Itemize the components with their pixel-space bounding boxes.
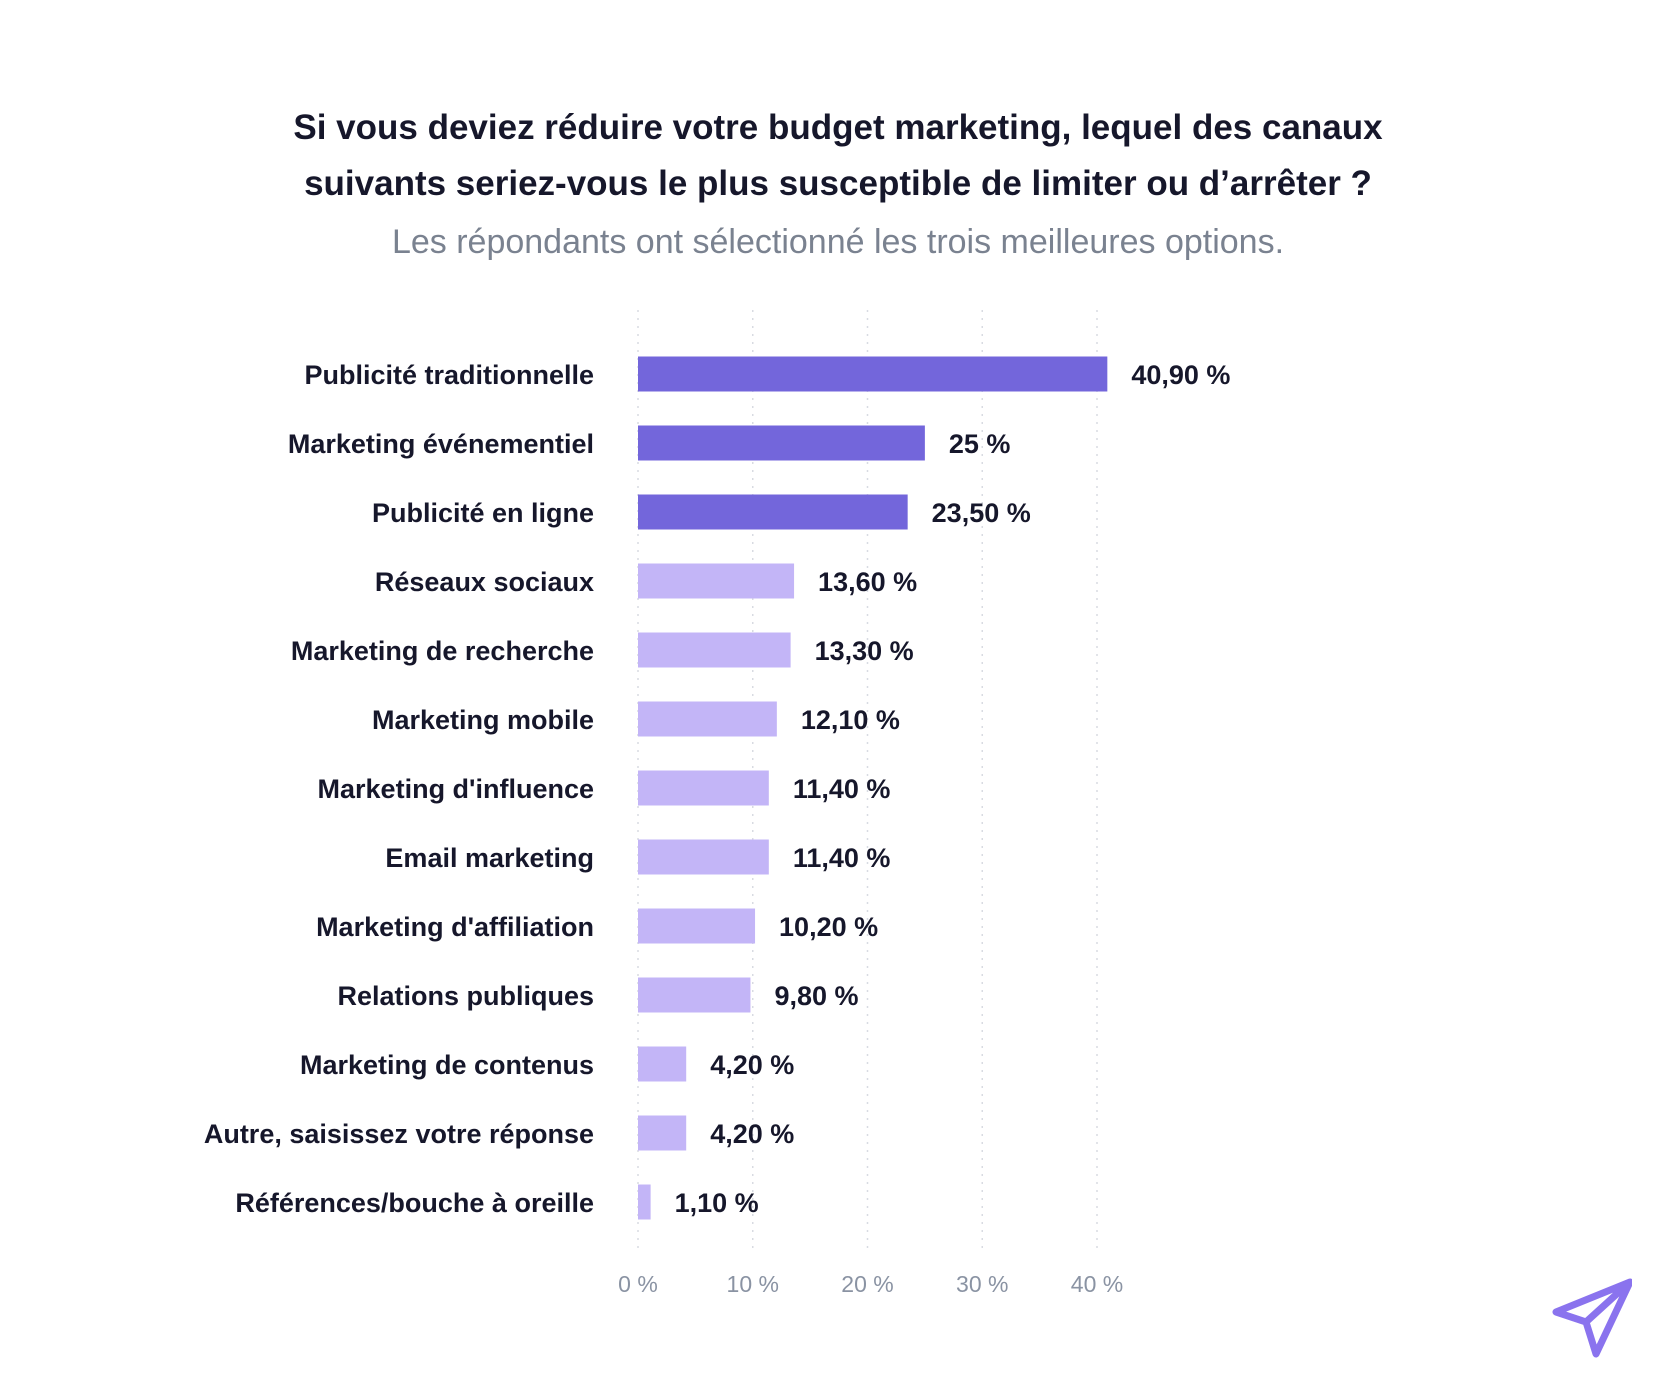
value-label: 4,20 % [710, 1050, 794, 1080]
category-label: Relations publiques [337, 981, 594, 1011]
value-label: 40,90 % [1131, 360, 1230, 390]
category-label: Email marketing [385, 843, 594, 873]
value-label: 1,10 % [675, 1188, 759, 1218]
value-label: 4,20 % [710, 1119, 794, 1149]
value-label: 13,60 % [818, 567, 917, 597]
chart-title-line-1: Si vous deviez réduire votre budget mark… [293, 108, 1383, 147]
bar [638, 770, 769, 806]
bar [638, 839, 769, 875]
bar [638, 356, 1108, 392]
category-label: Marketing d'affiliation [316, 912, 594, 942]
bar [638, 1046, 687, 1082]
x-tick-label: 10 % [727, 1271, 779, 1297]
x-tick-label: 20 % [841, 1271, 893, 1297]
chart-subtitle: Les répondants ont sélectionné les trois… [391, 223, 1285, 261]
bar [638, 908, 756, 944]
value-label: 10,20 % [779, 912, 878, 942]
value-label: 11,40 % [793, 774, 891, 804]
labels: Publicité traditionnelle 40,90 % Marketing… [204, 360, 1231, 1218]
chart-title-line-2: suivants seriez-vous le plus susceptible… [304, 164, 1372, 203]
category-label: Marketing mobile [372, 705, 594, 735]
category-label: Réseaux sociaux [375, 567, 594, 597]
bar [638, 494, 908, 530]
bar [638, 701, 777, 737]
category-label: Marketing de recherche [291, 636, 594, 666]
x-axis-ticks: 0 % 10 % 20 % 30 % 40 % [618, 1271, 1123, 1297]
bar [638, 425, 925, 461]
category-label: Autre, saisissez votre réponse [204, 1119, 594, 1149]
bar [638, 1184, 651, 1220]
x-tick-label: 30 % [956, 1271, 1008, 1297]
category-label: Marketing événementiel [288, 429, 594, 459]
category-label: Marketing d'influence [318, 774, 594, 804]
value-label: 9,80 % [774, 981, 858, 1011]
value-label: 12,10 % [801, 705, 900, 735]
category-label: Publicité traditionnelle [304, 360, 594, 390]
category-label: Marketing de contenus [300, 1050, 594, 1080]
value-label: 11,40 % [793, 843, 891, 873]
category-label: Publicité en ligne [372, 498, 594, 528]
bar [638, 632, 791, 668]
bar [638, 1115, 687, 1151]
paper-plane-icon [1552, 1278, 1632, 1358]
value-label: 23,50 % [932, 498, 1031, 528]
value-label: 25 % [949, 429, 1011, 459]
bar [638, 563, 795, 599]
x-tick-label: 40 % [1071, 1271, 1123, 1297]
category-label: Références/bouche à oreille [235, 1188, 594, 1218]
value-label: 13,30 % [815, 636, 914, 666]
bars [638, 356, 1108, 1220]
x-tick-label: 0 % [618, 1271, 658, 1297]
bar [638, 977, 751, 1013]
chart-title: Si vous deviez réduire votre budget mark… [0, 100, 1676, 212]
